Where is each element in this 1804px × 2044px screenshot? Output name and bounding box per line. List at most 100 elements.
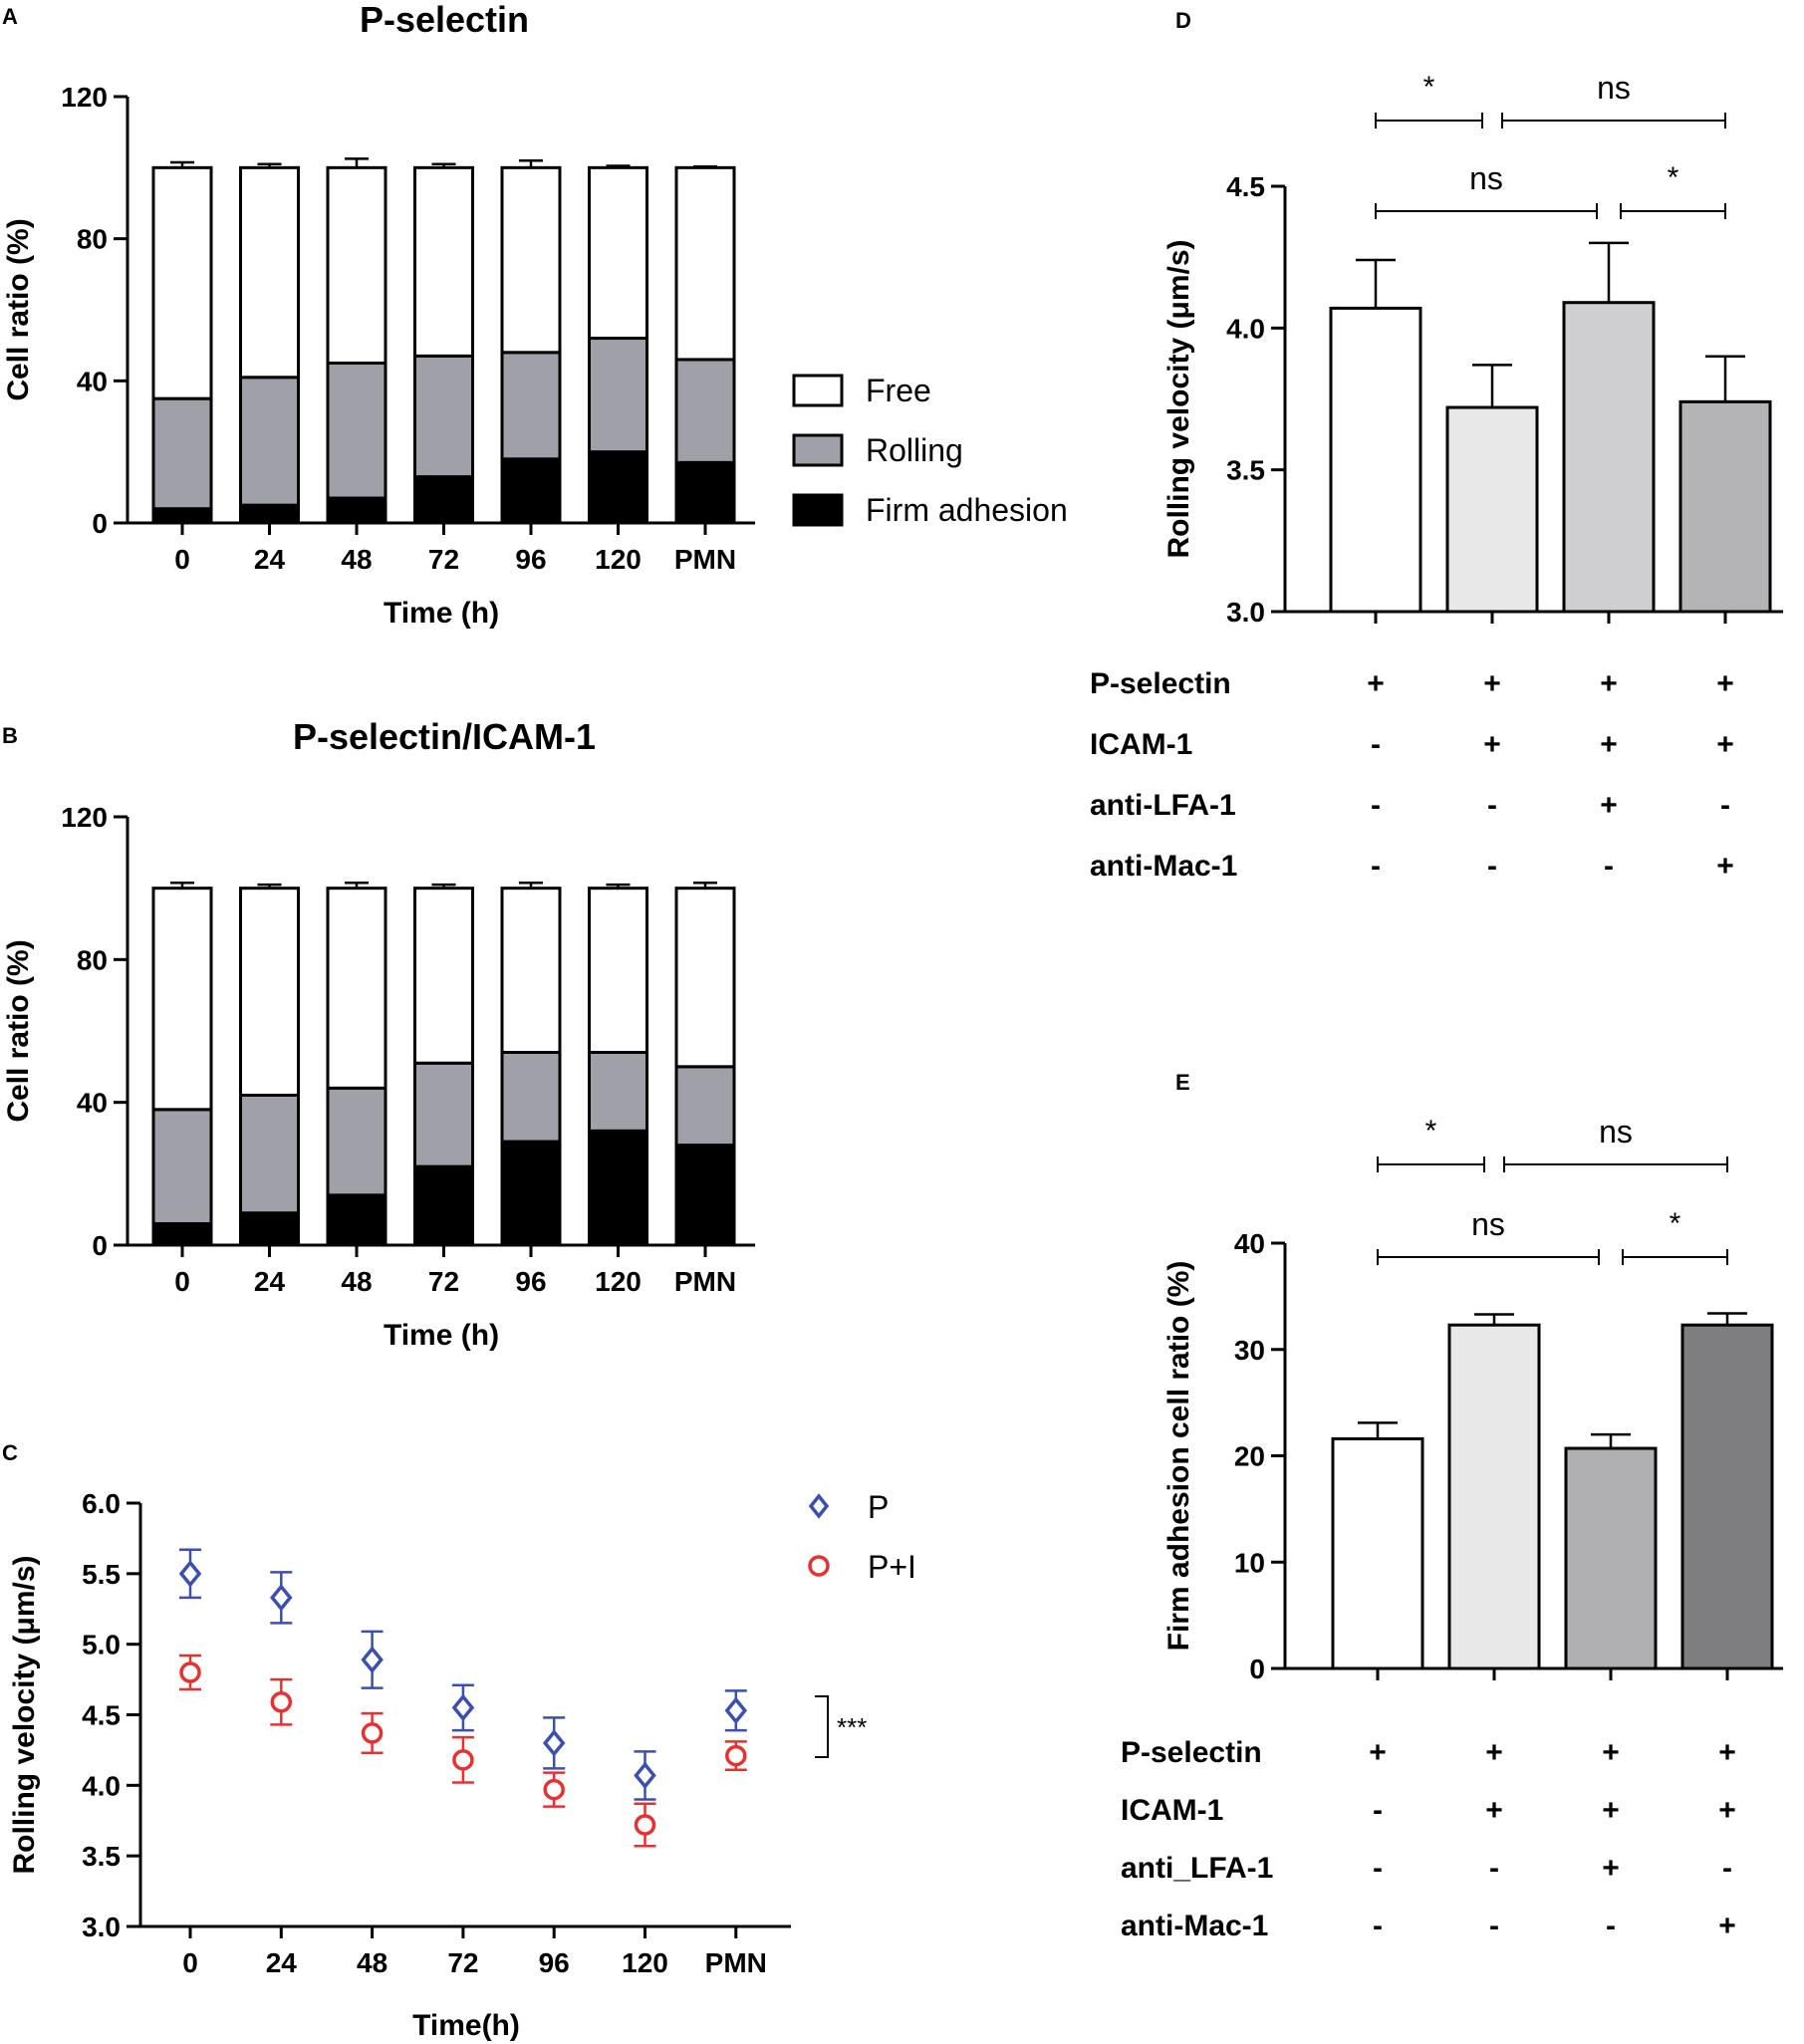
legend-marker xyxy=(808,1493,830,1519)
y-axis-label: Rolling velocity (μm/s) xyxy=(8,1555,41,1874)
x-tick-label: 120 xyxy=(595,544,642,575)
bar-segment-free xyxy=(674,887,736,1069)
bar-segment-firm-adhesion xyxy=(674,460,736,525)
bar-1 xyxy=(1331,1436,1424,1670)
bar-segment-free xyxy=(413,887,474,1065)
bar-3 xyxy=(1564,1446,1658,1670)
y-axis-label: Rolling velocity (μm/s) xyxy=(1162,239,1195,558)
y-tick-label: 5.5 xyxy=(82,1559,121,1590)
x-tick-label: 48 xyxy=(341,1266,372,1297)
condition-value: + xyxy=(1483,667,1501,700)
condition-value: + xyxy=(1600,728,1618,761)
bar-segment-firm-adhesion xyxy=(151,507,213,525)
legend-swatch xyxy=(792,493,844,527)
comparison-label: * xyxy=(1425,1115,1437,1148)
condition-label: ICAM-1 xyxy=(1090,728,1192,761)
x-tick-label: 96 xyxy=(515,544,546,575)
y-axis-label: Cell ratio (%) xyxy=(2,218,35,400)
condition-value: - xyxy=(1604,850,1614,883)
condition-label: P-selectin xyxy=(1090,667,1231,700)
data-point-p xyxy=(178,1560,202,1588)
chart-title: P-selectin xyxy=(360,0,529,40)
x-tick-label: 0 xyxy=(182,1947,198,1978)
y-tick-label: 40 xyxy=(1234,1228,1265,1259)
y-tick-label: 3.0 xyxy=(1226,597,1265,628)
comparison-label: * xyxy=(1670,1207,1681,1240)
comparison-label: ns xyxy=(1597,70,1631,106)
panel-e-bar-chart: 0 10 20 30 40 Firm adhesion cell ratio (%) * ns… xyxy=(1121,1114,1783,1942)
condition-value: + xyxy=(1602,1736,1620,1769)
condition-value: + xyxy=(1602,1794,1620,1827)
x-tick-label: 72 xyxy=(428,544,459,575)
legend-label: P xyxy=(868,1489,889,1525)
panel-letter-b: B xyxy=(2,723,18,748)
x-tick-label: 48 xyxy=(341,544,372,575)
legend-label: Rolling xyxy=(866,432,963,468)
bar-segment-rolling xyxy=(239,376,300,507)
condition-value: + xyxy=(1716,850,1734,883)
bar-4 xyxy=(1678,399,1772,614)
data-point-p xyxy=(270,1584,293,1612)
legend-swatch xyxy=(792,433,844,467)
y-tick-label: 30 xyxy=(1234,1335,1265,1366)
y-axis-label: Firm adhesion cell ratio (%) xyxy=(1162,1261,1195,1652)
y-tick-label: 5.0 xyxy=(82,1630,121,1661)
data-point-pplus-i xyxy=(725,1744,747,1767)
bar-2 xyxy=(1447,1323,1541,1670)
y-tick-label: 4.5 xyxy=(1226,171,1265,202)
bar-segment-rolling xyxy=(326,362,387,500)
bar-segment-firm-adhesion xyxy=(588,1129,648,1247)
condition-value: + xyxy=(1602,1852,1620,1885)
legend-label: Free xyxy=(866,373,931,408)
bar-segment-rolling xyxy=(239,1094,300,1215)
bar-segment-free xyxy=(413,165,474,358)
condition-value: + xyxy=(1600,667,1618,700)
y-tick-label: 4.0 xyxy=(1226,313,1265,344)
condition-value: + xyxy=(1718,1910,1736,1942)
bar-segment-rolling xyxy=(151,1108,213,1226)
bar-segment-free xyxy=(674,165,736,362)
x-tick-label: PMN xyxy=(674,544,736,575)
data-point-p xyxy=(634,1761,656,1790)
y-tick-label: 6.0 xyxy=(82,1488,121,1519)
bar-segment-rolling xyxy=(500,1051,562,1144)
bar-4 xyxy=(1680,1323,1774,1670)
x-tick-label: 48 xyxy=(357,1947,387,1978)
bar-segment-rolling xyxy=(413,354,474,479)
condition-value: - xyxy=(1722,1852,1732,1885)
bar-segment-rolling xyxy=(500,351,562,461)
data-point-pplus-i xyxy=(361,1722,384,1744)
panel-letter-a: A xyxy=(2,4,18,29)
x-tick-label: 120 xyxy=(622,1947,668,1978)
condition-value: - xyxy=(1371,850,1381,883)
bar-segment-free xyxy=(326,887,387,1090)
y-axis-label: Cell ratio (%) xyxy=(2,939,35,1122)
panel-letter-c: C xyxy=(2,1440,18,1465)
data-point-pplus-i xyxy=(543,1778,565,1801)
bar-segment-free xyxy=(588,165,648,341)
x-axis-label: Time (h) xyxy=(384,1319,499,1352)
y-tick-label: 40 xyxy=(77,1088,108,1119)
x-tick-label: PMN xyxy=(674,1266,736,1297)
panel-d-bar-chart: 3.0 3.5 4.0 4.5 Rolling velocity (μm/s) * ns ns… xyxy=(1090,70,1783,883)
condition-value: - xyxy=(1489,1910,1499,1942)
legend-swatch xyxy=(792,374,844,407)
y-tick-label: 10 xyxy=(1234,1547,1265,1578)
bar-segment-firm-adhesion xyxy=(413,1164,474,1247)
y-tick-label: 3.0 xyxy=(82,1912,121,1942)
y-tick-label: 20 xyxy=(1234,1441,1265,1472)
comparison-label: * xyxy=(1423,71,1435,104)
data-point-p xyxy=(451,1693,475,1722)
legend-marker xyxy=(808,1555,830,1577)
data-point-pplus-i xyxy=(634,1814,656,1836)
bar-segment-free xyxy=(500,887,562,1055)
y-tick-label: 0 xyxy=(1249,1654,1265,1684)
bar-segment-free xyxy=(151,165,213,400)
condition-value: - xyxy=(1371,728,1381,761)
significance-label: *** xyxy=(837,1712,867,1742)
condition-value: + xyxy=(1716,667,1734,700)
condition-value: - xyxy=(1373,1852,1383,1885)
condition-value: - xyxy=(1606,1910,1616,1942)
condition-value: + xyxy=(1367,667,1385,700)
